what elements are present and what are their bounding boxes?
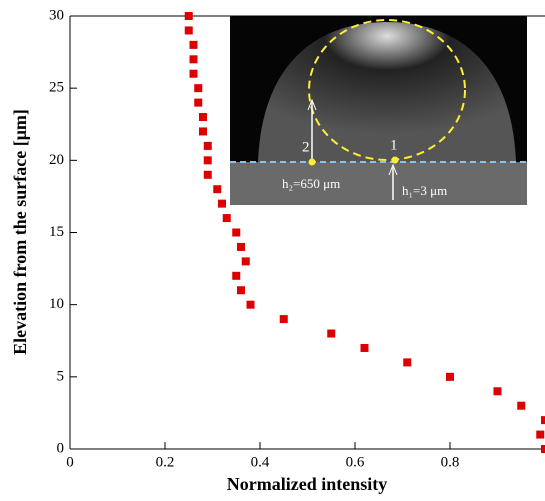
point [237,286,245,295]
y-tick-label: 25 [49,80,64,96]
point [541,416,545,425]
point [194,84,203,93]
point [218,199,226,208]
point [246,300,255,309]
y-tick-label: 0 [57,440,65,456]
y-axis-label: Elevation from the surface [μm] [10,109,30,355]
x-axis-label: Normalized intensity [227,474,387,494]
x-tick-label: 0.8 [441,454,460,470]
point [232,228,241,237]
inset-label: h₁=3 μm [402,183,447,198]
x-tick-label: 0.6 [346,454,365,470]
x-tick-label: 0 [66,454,74,470]
point [213,185,222,194]
x-tick-label: 0.4 [251,454,270,470]
point [327,329,336,338]
point [194,98,203,107]
point [279,315,288,324]
point [232,271,241,280]
point [199,127,207,136]
point [241,257,250,266]
point [189,40,198,49]
point [184,26,193,35]
inset-label: 2 [302,139,310,155]
x-tick-label: 0.2 [156,454,175,470]
y-tick-label: 15 [49,224,64,240]
point [184,12,193,20]
point [199,113,207,122]
point [203,156,212,165]
point [493,387,502,396]
inset-label: 1 [390,137,398,153]
point [222,214,231,223]
point [446,372,454,381]
point [189,55,198,64]
y-tick-label: 5 [57,368,65,384]
inset-image: 2 1 h₂=650 μm h₁=3 μm [230,16,527,205]
y-tick-label: 10 [49,296,64,312]
point [203,141,212,150]
y-tick-label: 30 [49,7,64,23]
point [536,430,545,439]
inset-label: h₂=650 μm [282,176,340,191]
point [517,401,526,410]
point [360,343,369,352]
point [203,170,212,179]
point [189,69,198,78]
y-tick-label: 20 [49,152,64,168]
point [541,445,545,453]
point [403,358,412,367]
point [237,242,245,251]
